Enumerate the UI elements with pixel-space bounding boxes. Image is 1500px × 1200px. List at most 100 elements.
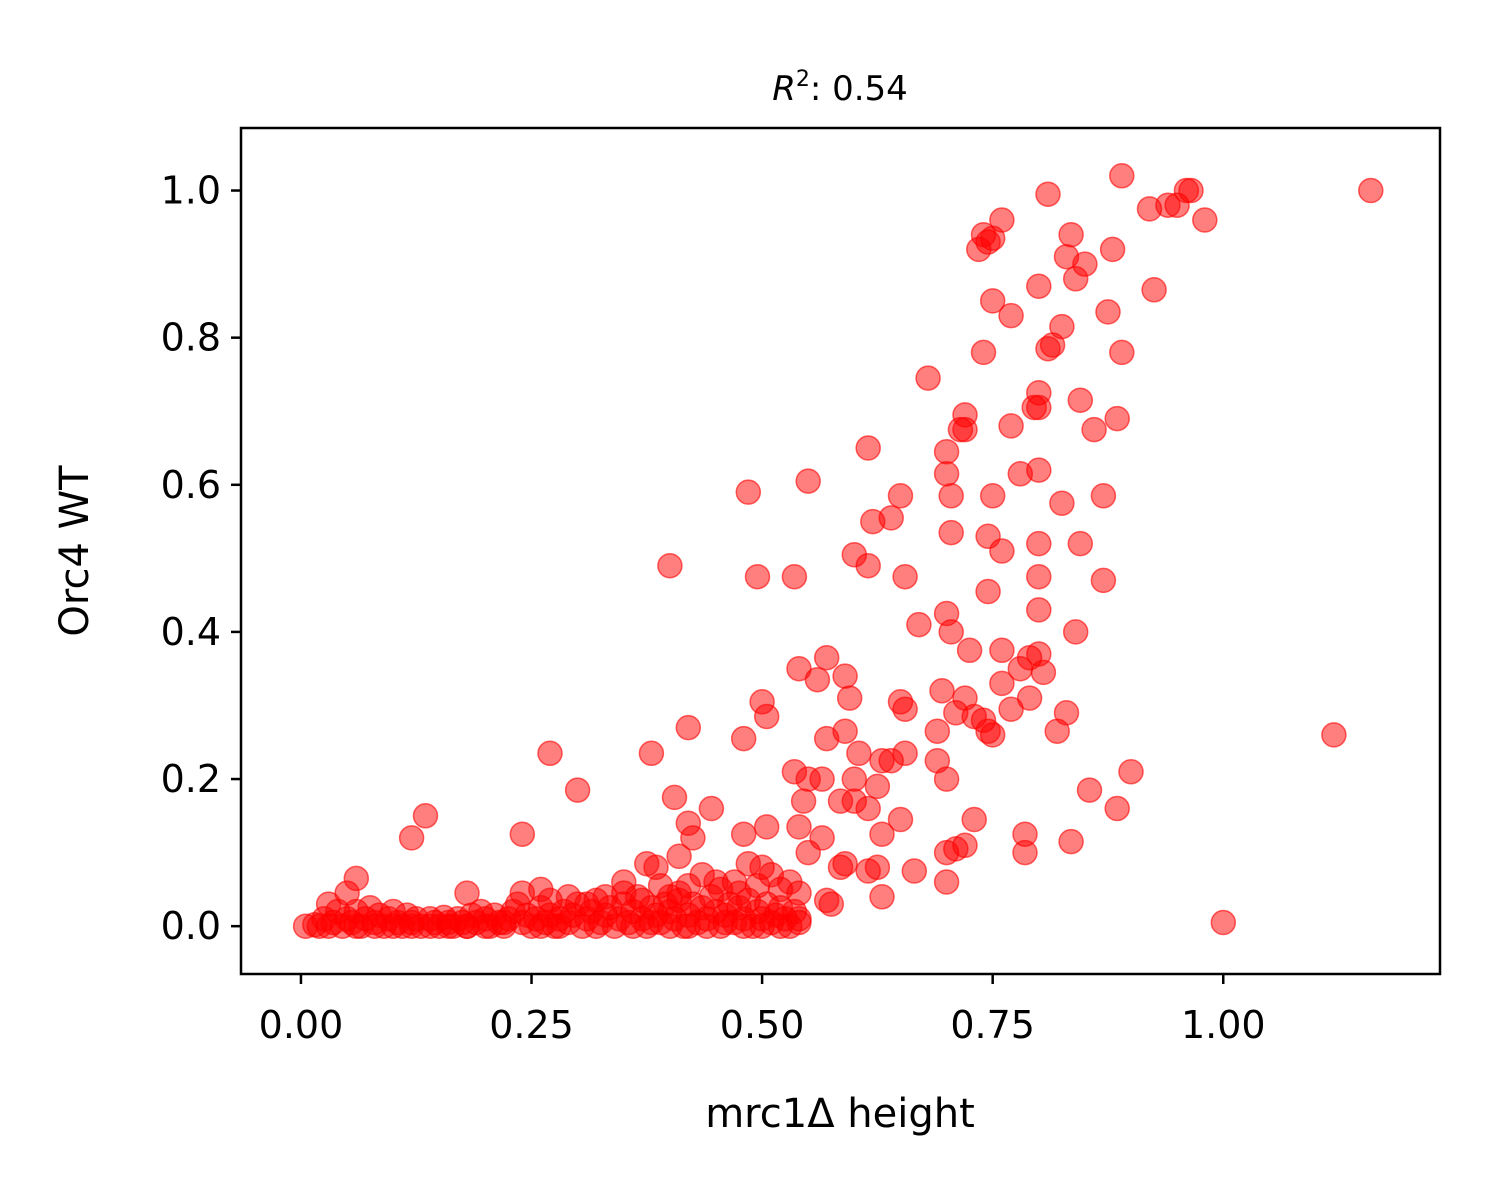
scatter-point bbox=[1035, 181, 1061, 207]
scatter-point bbox=[1026, 457, 1052, 483]
scatter-point bbox=[952, 416, 978, 443]
scatter-point bbox=[315, 913, 342, 939]
scatter-point bbox=[1058, 828, 1084, 855]
scatter-point bbox=[832, 718, 858, 744]
scatter-point bbox=[818, 891, 845, 917]
scatter-point bbox=[827, 854, 854, 881]
scatter-point bbox=[1026, 530, 1052, 557]
scatter-point bbox=[1081, 416, 1107, 443]
chart-title-main: R bbox=[772, 69, 796, 109]
scatter-point bbox=[1321, 722, 1347, 748]
scatter-point bbox=[809, 766, 835, 792]
scatter-point bbox=[537, 740, 563, 767]
scatter-point bbox=[546, 913, 572, 939]
scatter-point bbox=[1136, 196, 1163, 222]
scatter-point bbox=[864, 854, 891, 881]
y-tick-label: 0.2 bbox=[161, 757, 221, 801]
scatter-point bbox=[698, 795, 725, 822]
scatter-point bbox=[1062, 619, 1089, 645]
scatter-point bbox=[1072, 251, 1098, 277]
scatter-point bbox=[989, 538, 1015, 564]
scatter-point bbox=[804, 666, 831, 693]
chart-title-sup: 2 bbox=[796, 67, 810, 92]
scatter-point bbox=[956, 637, 983, 664]
scatter-point bbox=[855, 552, 881, 579]
scatter-point bbox=[846, 740, 872, 767]
scatter-point bbox=[1099, 236, 1126, 263]
scatter-point bbox=[707, 876, 734, 903]
scatter-point bbox=[933, 438, 960, 465]
y-axis-label: Orc4 WT bbox=[52, 465, 98, 637]
scatter-point bbox=[1109, 163, 1135, 189]
scatter-point bbox=[855, 435, 881, 461]
scatter-point bbox=[1095, 299, 1121, 325]
scatter-point bbox=[1026, 563, 1052, 590]
y-tick-label: 1.0 bbox=[161, 169, 221, 213]
scatter-point bbox=[564, 777, 591, 803]
scatter-point bbox=[730, 725, 757, 752]
scatter-point bbox=[961, 806, 987, 833]
scatter-point bbox=[836, 685, 863, 711]
scatter-point bbox=[1044, 718, 1070, 744]
scatter-point bbox=[790, 788, 817, 814]
scatter-point bbox=[855, 795, 881, 822]
scatter-point bbox=[1109, 339, 1135, 366]
x-tick-label: 0.00 bbox=[259, 1003, 344, 1047]
y-tick-label: 0.0 bbox=[161, 904, 221, 948]
scatter-point bbox=[929, 678, 955, 704]
scatter-point bbox=[933, 839, 960, 866]
x-tick-label: 0.25 bbox=[489, 1003, 574, 1047]
x-tick-label: 1.00 bbox=[1181, 1003, 1266, 1047]
plot-frame bbox=[239, 126, 1442, 976]
scatter-point bbox=[1104, 405, 1130, 432]
scatter-point bbox=[1026, 273, 1052, 299]
scatter-point bbox=[970, 339, 997, 366]
scatter-point bbox=[509, 821, 536, 847]
x-tick-label: 0.50 bbox=[720, 1003, 805, 1047]
scatter-point bbox=[1030, 659, 1057, 686]
scatter-point bbox=[813, 644, 840, 671]
scatter-point bbox=[832, 663, 858, 689]
scatter-point bbox=[583, 913, 609, 939]
scatter-point bbox=[666, 843, 692, 870]
scatter-point bbox=[753, 814, 780, 840]
scatter-point bbox=[680, 825, 706, 851]
scatter-point bbox=[887, 483, 914, 509]
scatter-point bbox=[795, 468, 821, 494]
scatter-point bbox=[989, 637, 1015, 664]
scatter-point bbox=[924, 718, 951, 744]
scatter-point bbox=[537, 887, 563, 914]
data-points bbox=[292, 163, 1384, 939]
scatter-point bbox=[901, 858, 928, 884]
scatter-point bbox=[1210, 909, 1237, 936]
scatter-point bbox=[1164, 192, 1190, 218]
scatter-point bbox=[998, 302, 1024, 329]
scatter-point bbox=[730, 821, 757, 847]
scatter-point bbox=[878, 505, 904, 531]
scatter-point bbox=[1141, 277, 1167, 303]
scatter-point bbox=[864, 773, 891, 800]
y-tick-label: 0.4 bbox=[161, 610, 221, 654]
scatter-point bbox=[1118, 758, 1144, 785]
scatter-point bbox=[1192, 207, 1218, 233]
scatter-point bbox=[657, 552, 683, 579]
scatter-point bbox=[892, 696, 918, 722]
scatter-point bbox=[398, 825, 425, 851]
scatter-point bbox=[933, 461, 960, 487]
scatter-point bbox=[675, 872, 702, 899]
scatter-point bbox=[1076, 777, 1103, 803]
scatter-point bbox=[975, 578, 1001, 605]
scatter-point bbox=[1067, 530, 1094, 557]
scatter-point bbox=[1049, 490, 1075, 516]
scatter-point bbox=[938, 519, 964, 546]
scatter-point bbox=[841, 766, 868, 792]
scatter-point bbox=[1035, 335, 1061, 362]
scatter-point bbox=[1016, 685, 1043, 711]
y-axis-ticks: 0.0 0.2 0.4 0.6 0.8 1.0 bbox=[161, 169, 241, 948]
x-axis-label: mrc1Δ height bbox=[705, 1091, 975, 1137]
scatter-point bbox=[827, 788, 854, 814]
scatter-point bbox=[989, 670, 1015, 697]
chart-title: R2: 0.54 bbox=[772, 67, 908, 109]
